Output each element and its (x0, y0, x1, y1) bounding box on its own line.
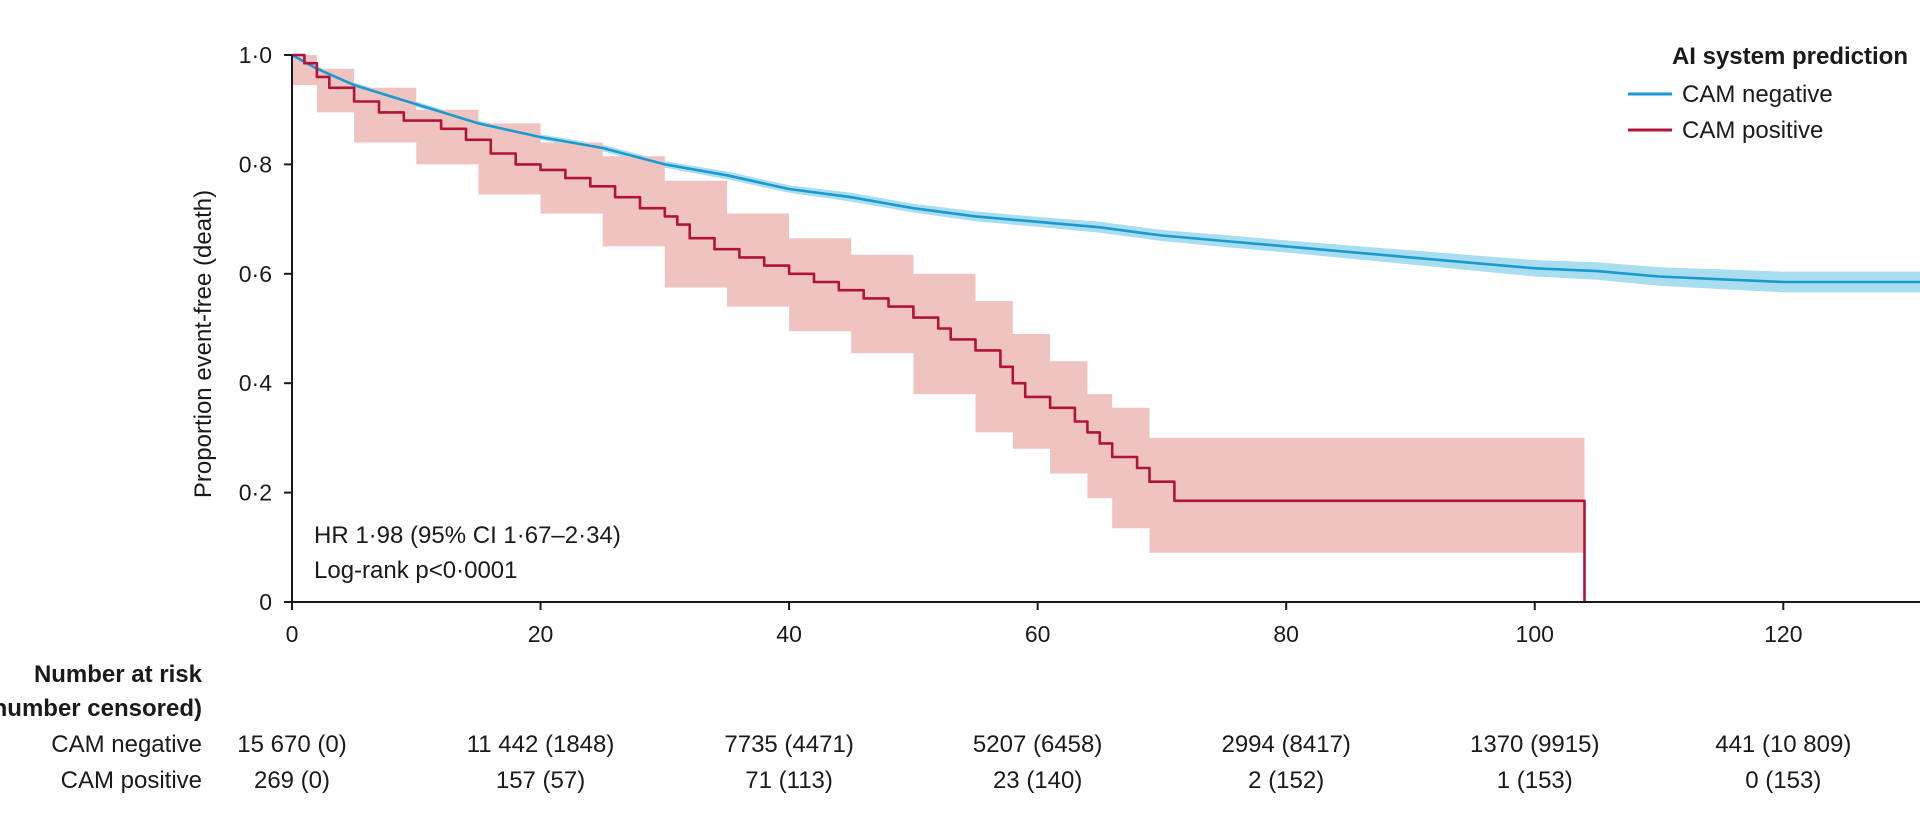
x-tick-label: 100 (1516, 621, 1554, 647)
risk-value: 1370 (9915) (1470, 731, 1599, 758)
x-tick-label: 120 (1764, 621, 1802, 647)
risk-table: Number at risk (number censored) CAM neg… (0, 661, 1851, 794)
risk-value: 2994 (8417) (1221, 731, 1350, 758)
axes: 0 20 40 60 80 100 120 0 0·2 0·4 0·6 0·8 1·0 (239, 42, 1920, 647)
x-tick-label: 60 (1025, 621, 1051, 647)
risk-value: 7735 (4471) (724, 731, 853, 758)
survival-curves (291, 53, 1920, 602)
risk-value: 5207 (6458) (973, 731, 1102, 758)
risk-table-subheading: (number censored) (0, 695, 202, 722)
risk-value: 2 (152) (1248, 767, 1324, 794)
risk-table-heading: Number at risk (34, 661, 203, 688)
risk-value: 441 (10 809) (1715, 731, 1851, 758)
risk-value: 269 (0) (254, 767, 330, 794)
x-tick-label: 20 (528, 621, 554, 647)
y-tick-label: 0·6 (239, 261, 272, 287)
legend: AI system prediction CAM negative CAM po… (1628, 43, 1908, 144)
y-tick-label: 0·4 (239, 370, 272, 396)
risk-value: 0 (153) (1745, 767, 1821, 794)
risk-value: 71 (113) (745, 767, 833, 794)
legend-entry-cam-negative: CAM negative (1682, 81, 1833, 108)
series-line-cam-positive (292, 53, 1586, 602)
x-tick-label: 0 (286, 621, 299, 647)
confidence-bands (292, 55, 1920, 553)
risk-value: 23 (140) (993, 767, 1082, 794)
risk-values: 15 670 (0) 11 442 (1848) 7735 (4471) 5207 (… (237, 731, 1851, 794)
y-tick-label: 1·0 (239, 42, 272, 68)
legend-title: AI system prediction (1672, 43, 1908, 70)
risk-value: 1 (153) (1497, 767, 1573, 794)
risk-row-label: CAM positive (61, 767, 202, 794)
risk-value: 157 (57) (496, 767, 585, 794)
risk-row-label: CAM negative (51, 731, 202, 758)
y-tick-label: 0 (259, 589, 272, 615)
annotations: HR 1·98 (95% CI 1·67–2·34) Log-rank p<0·… (314, 522, 621, 584)
hazard-ratio-annotation: HR 1·98 (95% CI 1·67–2·34) (314, 522, 621, 549)
legend-entry-cam-positive: CAM positive (1682, 117, 1823, 144)
y-axis-label: Proportion event-free (death) (190, 190, 217, 498)
y-tick-label: 0·2 (239, 480, 272, 506)
log-rank-annotation: Log-rank p<0·0001 (314, 557, 517, 584)
x-tick-label: 80 (1273, 621, 1299, 647)
risk-value: 15 670 (0) (237, 731, 346, 758)
ci-band-cam-positive (292, 55, 1585, 553)
y-tick-label: 0·8 (239, 151, 272, 177)
series-line-cam-negative (291, 53, 1920, 284)
risk-value: 11 442 (1848) (467, 731, 615, 758)
x-tick-label: 40 (776, 621, 802, 647)
